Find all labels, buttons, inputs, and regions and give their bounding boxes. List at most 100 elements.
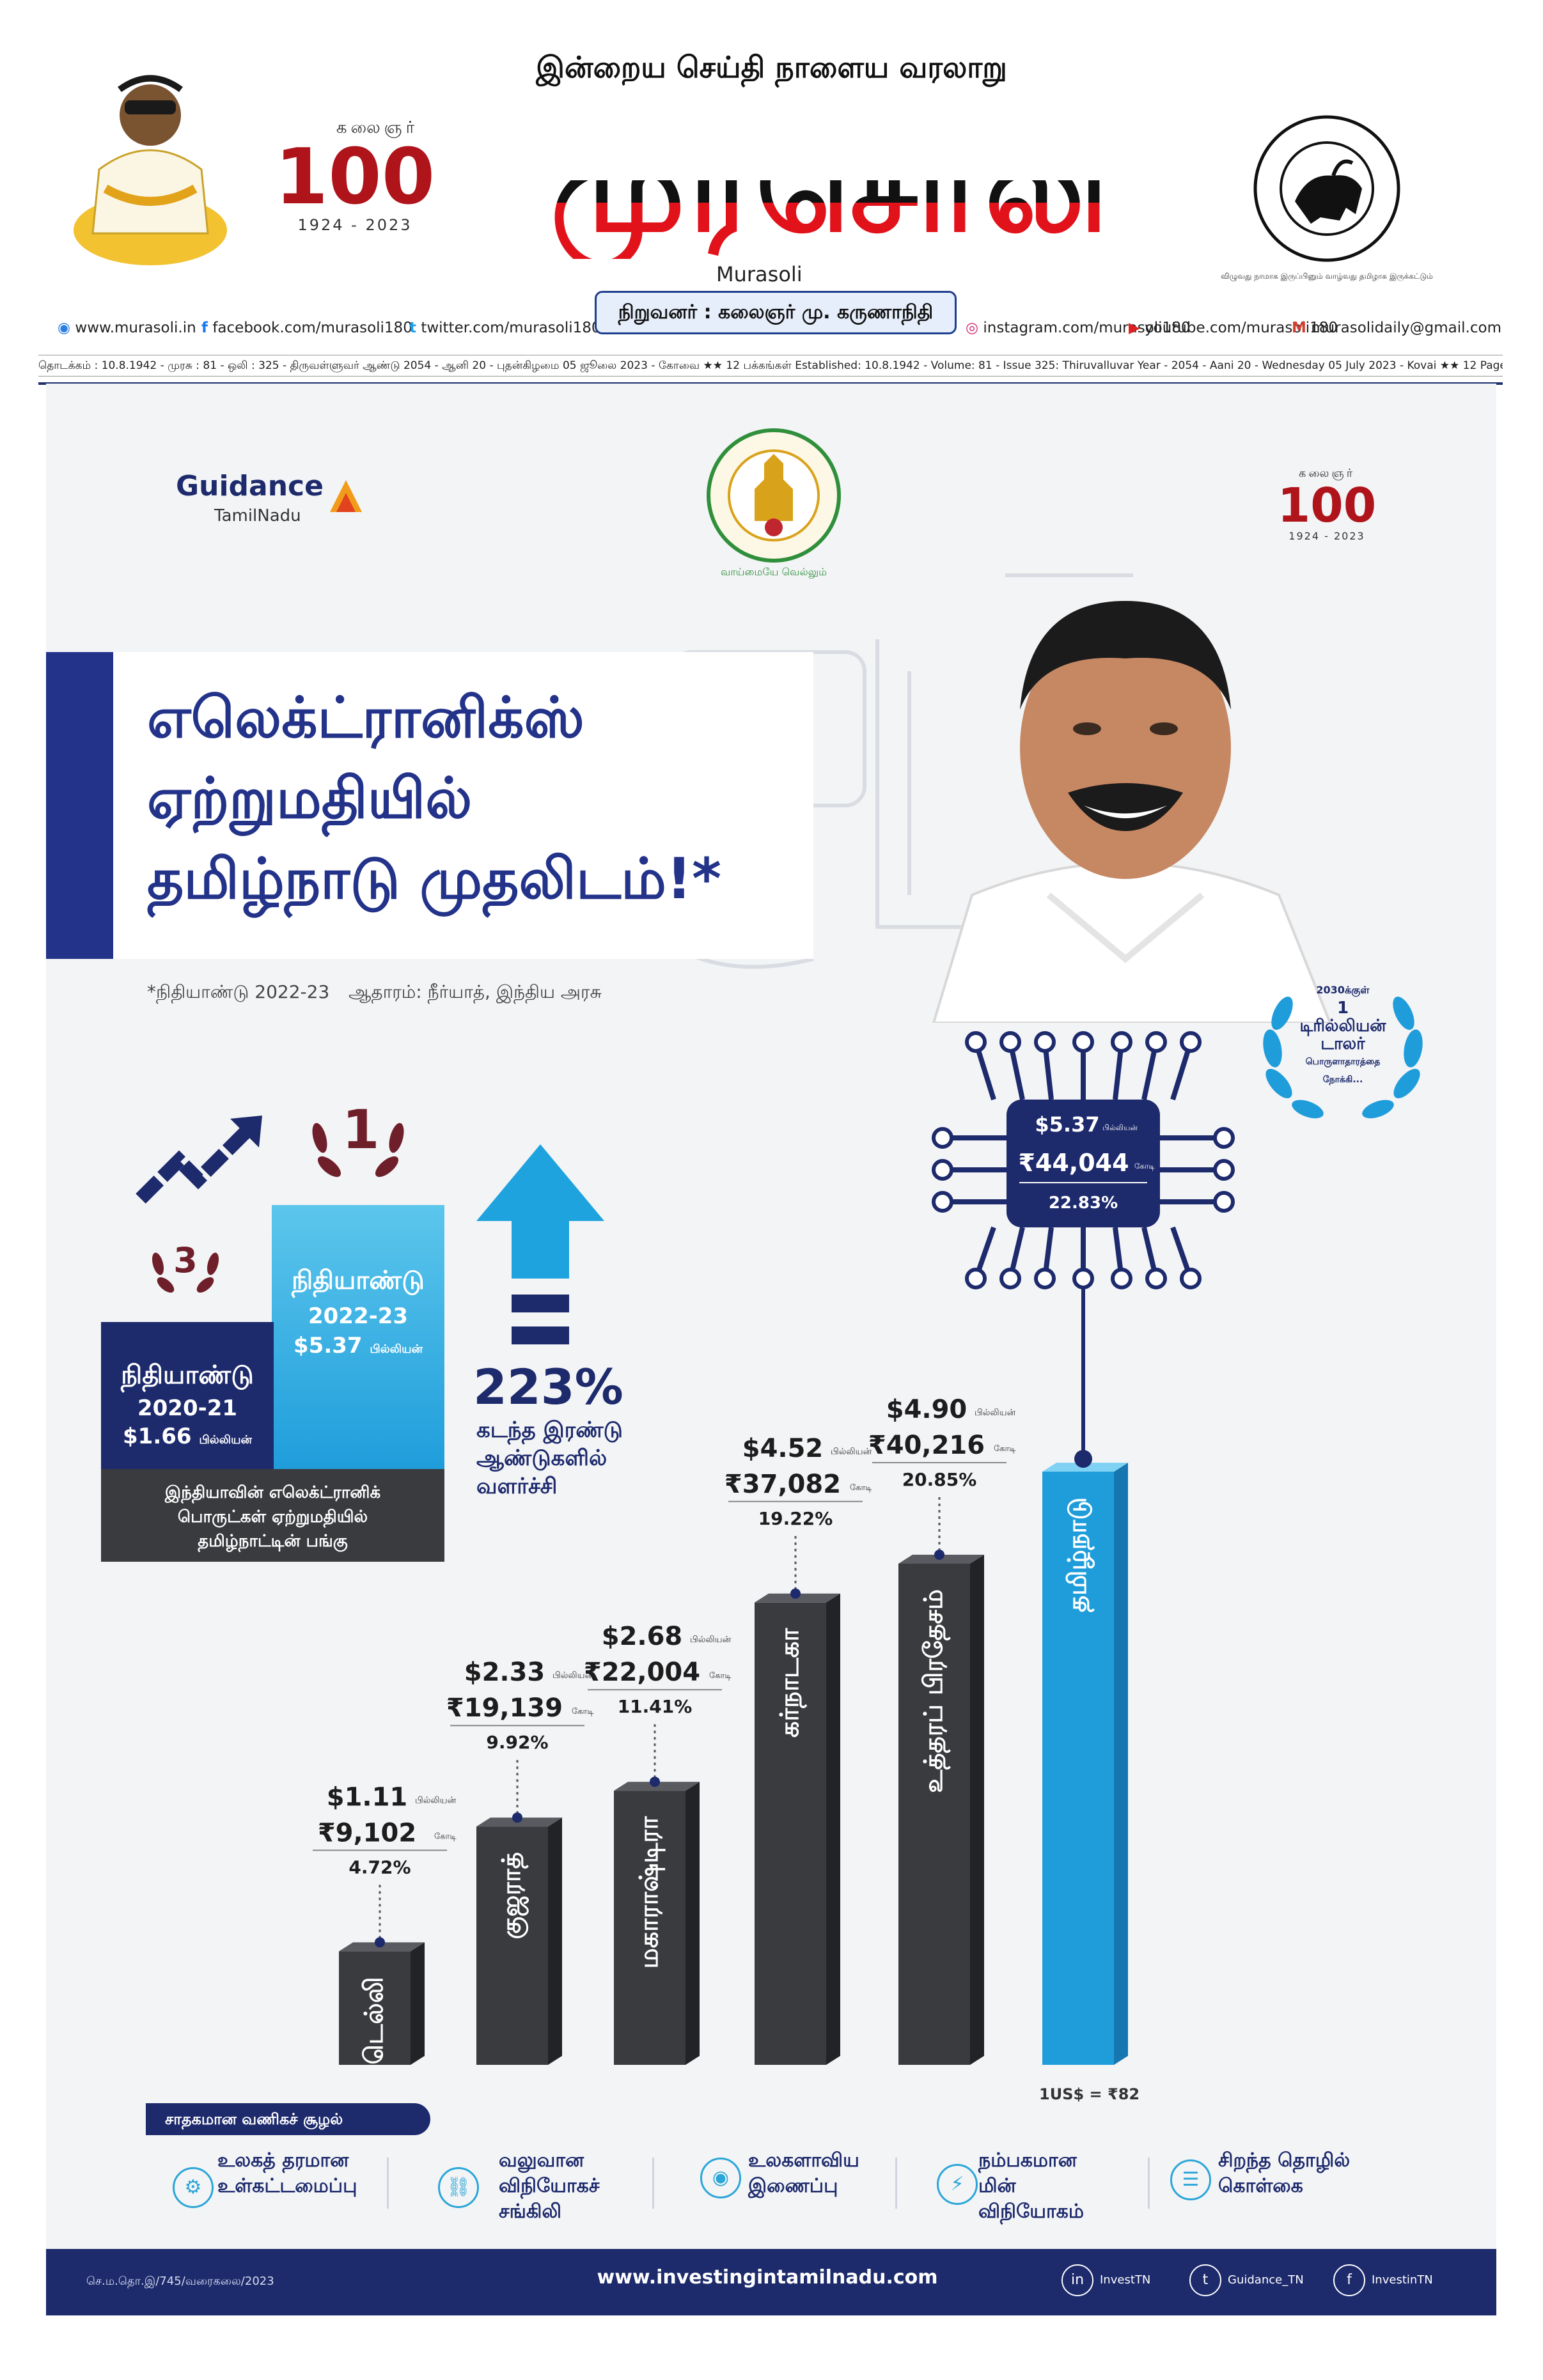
growth-up-arrow-icon <box>476 1144 604 1344</box>
bar-side <box>685 1782 700 2065</box>
business-environment-tag: சாதகமான வணிகச் சூழல் <box>146 2103 430 2135</box>
twitter-link[interactable]: t twitter.com/murasoli180 <box>409 320 601 336</box>
bar <box>1042 1472 1114 2065</box>
footer-code: செ.ம.தொ.இ/745/வரைகலை/2023 <box>86 2275 274 2288</box>
benefits-row: ⚙ உலகத் தரமான உள்கட்டமைப்பு ⛓ வலுவான விந… <box>0 0 1543 2223</box>
bar-side <box>970 1555 984 2065</box>
footer-url[interactable]: www.investingintamilnadu.com <box>597 2266 938 2289</box>
bar-usd-unit: பில்லியன் <box>975 1408 1016 1418</box>
instagram-link[interactable]: ◎ instagram.com/murasoli180 <box>966 320 1191 336</box>
youtube-link[interactable]: ▶ youtube.com/murasoli180 <box>1129 320 1338 336</box>
bar-inr-unit: கோடி <box>434 1832 457 1841</box>
bar-inr-label: ₹44,044 <box>1018 1149 1129 1177</box>
bar-usd-label: $2.33 <box>464 1658 545 1687</box>
bar-usd-label: $4.52 <box>742 1434 824 1463</box>
bar-usd-unit: பில்லியன் <box>690 1635 732 1645</box>
rank-now: 1 <box>342 1098 380 1161</box>
bar-share-label: 9.92% <box>486 1732 548 1753</box>
chip-connector-dot <box>1074 1450 1092 1468</box>
bar-inr-label: ₹19,139 <box>446 1693 563 1723</box>
masthead-subtitle: Murasoli <box>716 262 803 286</box>
website-link[interactable]: ◉ www.murasoli.in <box>58 320 196 336</box>
bar-inr-label: ₹22,004 <box>584 1658 700 1687</box>
globe-icon: ◉ <box>700 2158 741 2198</box>
laurel-wreath-icon <box>1263 997 1423 1119</box>
bar-category-label: கர்நாடகா <box>775 1628 807 1738</box>
guidance-logo-sub: TamilNadu <box>214 506 301 525</box>
power-icon: ⚡ <box>937 2164 978 2205</box>
guidance-logo-text: Guidance <box>176 470 324 502</box>
social-row: ◉ www.murasoli.in f facebook.com/murasol… <box>51 313 1501 349</box>
centenary-number: 100 <box>274 133 435 222</box>
benefit-infrastructure: உலகத் தரமான உள்கட்டமைப்பு <box>217 2149 357 2197</box>
facebook-icon: f <box>1333 2264 1365 2296</box>
separator <box>387 2158 389 2209</box>
benefit-power-supply: நம்பகமான மின் விநியோகம் <box>978 2149 1084 2223</box>
footnote: *நிதியாண்டு 2022-23 <box>147 981 330 1002</box>
bar-inr-unit: கோடி <box>850 1483 872 1493</box>
card-fy2020-21: நிதியாண்டு 2020-21 $1.66 பில்லியன் <box>101 1322 274 1469</box>
poster-footer <box>46 2249 1496 2315</box>
footer-facebook[interactable]: f InvestinTN <box>1333 2264 1433 2296</box>
bar-usd-label: $5.37 <box>1035 1112 1099 1137</box>
share-caption: இந்தியாவின் எலெக்ட்ரானிக் பொருட்கள் ஏற்ற… <box>101 1469 444 1562</box>
bar-usd-unit: பில்லியன் <box>415 1795 457 1805</box>
bull-emblem-text: விழுவது நாமாக இருப்பினும் வாழ்வது தமிழாக… <box>1221 272 1433 281</box>
leader-dot <box>650 1777 660 1787</box>
guidance-mark-icon <box>330 479 363 512</box>
bull-emblem <box>1253 115 1400 262</box>
growth-value: 223% <box>473 1358 623 1415</box>
centenary-badge: கலைஞர் 100 1924 - 2023 <box>272 118 438 253</box>
poster-centenary-number: 100 <box>1277 478 1377 533</box>
circuit-chip-icon <box>932 1031 1235 1289</box>
bar-share-label: 22.83% <box>1049 1194 1118 1213</box>
masthead-title: முரசொலி <box>448 118 1215 259</box>
bar-category-label: மகாராஷ்டிரா <box>634 1816 666 1969</box>
leader-dot <box>375 1937 385 1948</box>
bar-share-label: 19.22% <box>758 1508 833 1529</box>
tagline: இன்றைய செய்தி நாளைய வரலாறு <box>536 50 1007 84</box>
poster-centenary-label: கலைஞர் <box>1298 467 1356 480</box>
email-link[interactable]: M murasolidaily@gmail.com <box>1292 320 1501 336</box>
bar-inr-label: ₹9,102 <box>318 1818 416 1847</box>
footer-linkedin[interactable]: in InvestTN <box>1061 2264 1150 2296</box>
bar <box>339 1951 411 2065</box>
bar-usd-label: $2.68 <box>602 1622 683 1651</box>
bar-usd-unit: பில்லியன் <box>1102 1123 1138 1132</box>
bar-usd-unit: பில்லியன் <box>831 1447 872 1457</box>
separator <box>652 2158 654 2209</box>
bar-usd-unit: பில்லியன் <box>552 1670 594 1681</box>
benefit-industrial-policy: சிறந்த தொழில் கொள்கை <box>1218 2149 1351 2197</box>
facebook-link[interactable]: f facebook.com/murasoli180 <box>201 320 412 336</box>
tamilnadu-seal-text: வாய்மையே வெல்லும் <box>721 566 827 578</box>
supply-chain-icon: ⛓ <box>438 2167 479 2208</box>
headline-box <box>46 652 813 959</box>
footer-twitter[interactable]: t Guidance_TN <box>1189 2264 1304 2296</box>
infrastructure-icon: ⚙ <box>173 2167 214 2208</box>
issue-infobar: தொடக்கம் : 10.8.1942 - முரசு : 81 - ஒலி … <box>38 355 1503 377</box>
twitter-icon: t <box>1189 2264 1221 2296</box>
bar-side <box>548 1817 562 2065</box>
separator <box>895 2158 897 2209</box>
centenary-years: 1924 - 2023 <box>297 216 412 234</box>
bar-inr-unit: கோடி <box>1134 1162 1155 1171</box>
poster-centenary-badge: கலைஞர் 100 1924 - 2023 <box>1273 467 1381 542</box>
goal-badge-text: 2030க்குள் 1 டிரில்லியன் டாலர் பொருளாதார… <box>1299 984 1386 1085</box>
linkedin-icon: in <box>1061 2264 1093 2296</box>
bar-category-label: டெல்லி <box>359 1977 389 2064</box>
bar-share-label: 20.85% <box>902 1469 977 1490</box>
rank-one-laurel-icon <box>312 1123 404 1178</box>
benefit-supply-chain: வலுவான விநியோகச் சங்கிலி <box>499 2149 600 2223</box>
rank-three-laurel-icon <box>152 1252 219 1293</box>
bar-inr-unit: கோடி <box>709 1671 732 1681</box>
bar-side <box>1114 1463 1128 2065</box>
leader-dot <box>790 1588 801 1599</box>
bar-inr-unit: கோடி <box>572 1707 594 1716</box>
bar <box>755 1602 826 2065</box>
bar-category-label: தமிழ்நாடு <box>1063 1497 1095 1612</box>
bar <box>614 1791 685 2065</box>
founder-box: நிறுவனர் : கலைஞர் மு. கருணாநிதி <box>595 291 957 334</box>
founder-portrait <box>74 75 227 265</box>
headline-line-3: தமிழ்நாடு முதலிடம்!* <box>147 846 722 912</box>
